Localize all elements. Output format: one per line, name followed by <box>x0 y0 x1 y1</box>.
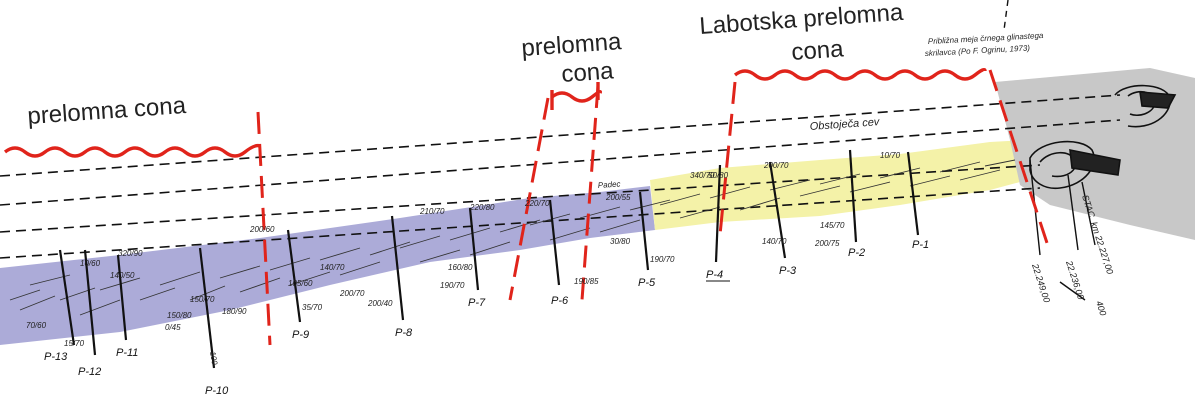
measurement-label: 150/80 <box>167 311 192 320</box>
measurement-label: 10/70 <box>880 151 901 160</box>
measurement-label: 200/75 <box>814 239 840 248</box>
profile-label: P-7 <box>468 297 486 309</box>
measurement-label: 190/85 <box>574 277 599 286</box>
profile-label: P-1 <box>912 239 929 251</box>
measurement-label: 160/80 <box>448 263 473 272</box>
station-label: 22.249,00 <box>1030 262 1052 304</box>
measurement-label: 190/70 <box>650 255 675 264</box>
profile-label: P-8 <box>395 327 413 339</box>
profile-label: P-3 <box>779 265 797 277</box>
profile-label: P-5 <box>638 277 656 289</box>
profile-label: P-13 <box>44 351 68 363</box>
measurement-label: 30/80 <box>610 237 631 246</box>
measurement-label: 200/60 <box>249 225 275 234</box>
profile-label: P-9 <box>292 329 309 341</box>
profile-label: P-4 <box>706 269 723 281</box>
yellow-rock-zone <box>650 140 1025 230</box>
measurement-label: 200/40 <box>367 299 393 308</box>
measurement-labels: 70/60 15/70 140/50 320/90 10/60 150/80 150/70 0… <box>26 151 901 366</box>
measurement-label: 145/70 <box>820 221 845 230</box>
profile-label: P-2 <box>848 247 865 259</box>
station-label: 400 <box>1094 300 1108 317</box>
boundary-marker <box>1003 0 1009 31</box>
measurement-label: 150/70 <box>190 295 215 304</box>
pipe-label: Obstoječa cev <box>809 116 881 133</box>
measurement-label: 100 <box>208 351 219 366</box>
measurement-label: 140/70 <box>762 237 787 246</box>
fault-lines <box>256 69 1052 346</box>
measurement-label: 320/90 <box>118 249 143 258</box>
measurement-label: 0/45 <box>165 323 181 332</box>
measurement-label: 220/70 <box>524 199 550 208</box>
measurement-label: 15/70 <box>64 339 85 348</box>
profile-label: P-6 <box>551 295 569 307</box>
measurement-label: 140/70 <box>320 263 345 272</box>
measurement-label: 10/60 <box>80 259 101 268</box>
zone-brackets <box>3 67 987 158</box>
measurement-label: 35/70 <box>302 303 323 312</box>
measurement-label: 210/70 <box>419 207 445 216</box>
profile-label: P-10 <box>205 385 229 397</box>
padec-label: Padec <box>598 179 621 190</box>
station-label: 22.236,00 <box>1064 259 1086 301</box>
purple-rock-zone <box>0 186 655 345</box>
grey-rock-zone <box>995 68 1195 240</box>
measurement-label: 200/70 <box>339 289 365 298</box>
profile-label: P-11 <box>116 347 138 359</box>
measurement-label: 180/90 <box>222 307 247 316</box>
tunnel-boring-head-icon <box>1029 84 1177 190</box>
measurement-label: 105/60 <box>288 279 313 288</box>
measurement-label: 140/50 <box>110 271 135 280</box>
measurement-label: 220/80 <box>469 203 495 212</box>
profile-labels: P-13 P-12 P-11 P-10 P-9 P-8 P-7 P-6 P-5 P-4 P-3 P-2… <box>44 239 929 397</box>
profile-label: P-12 <box>78 366 101 378</box>
zone-label-right-1: Labotska prelomna <box>699 0 905 40</box>
boundary-note-line2: skrilavca (Po F. Ogrinu, 1973) <box>925 43 1031 58</box>
measurement-label: 50/80 <box>708 171 729 180</box>
measurement-label: 70/60 <box>26 321 47 330</box>
fracture-hatching <box>9 159 1016 316</box>
zone-label-right-2: cona <box>791 35 845 66</box>
zone-label-left: prelomna cona <box>27 92 188 130</box>
measurement-label: 200/55 <box>605 193 631 202</box>
zone-label-middle-2: cona <box>561 57 615 88</box>
measurement-label: 200/70 <box>763 161 789 170</box>
existing-pipe-lines <box>0 94 1121 259</box>
measurement-label: 190/70 <box>440 281 465 290</box>
measurement-label: 340/70 <box>690 171 715 180</box>
profile-lines <box>58 149 920 369</box>
